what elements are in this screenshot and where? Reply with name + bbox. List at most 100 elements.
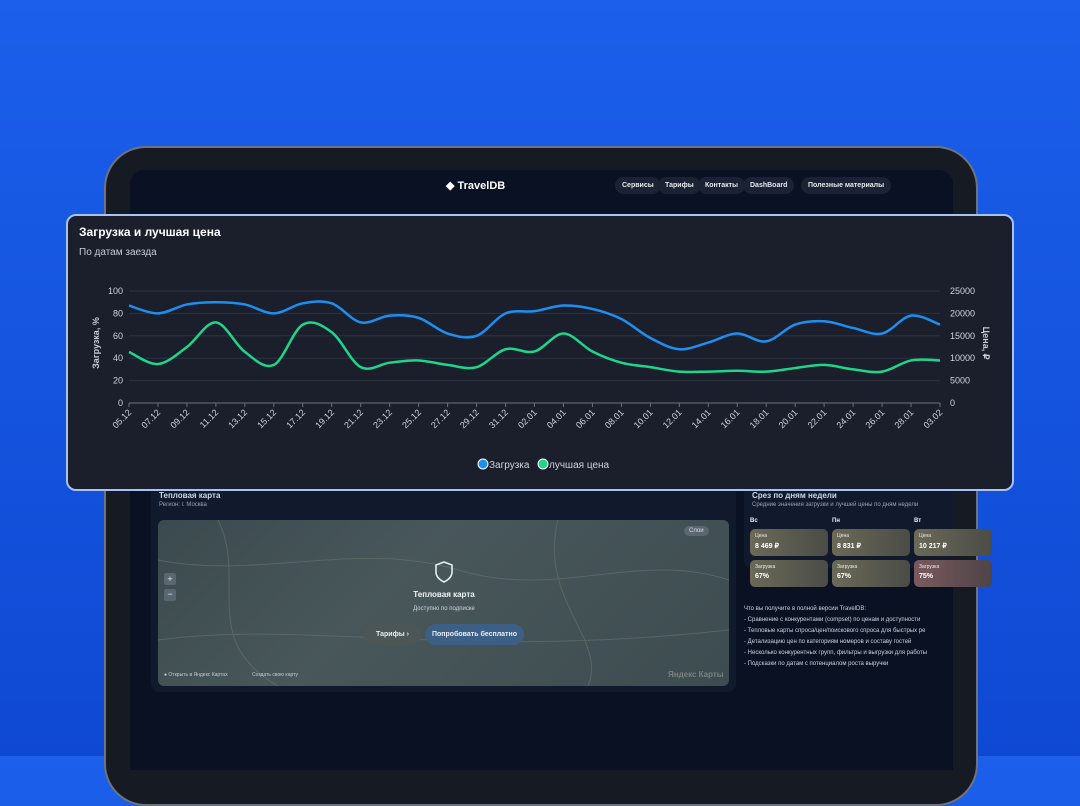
load-label: Загрузка	[919, 564, 940, 570]
shield-icon	[435, 561, 453, 583]
overlay-subtitle: Доступно по подписке	[413, 606, 475, 612]
x-tick-label: 03.02	[921, 407, 944, 430]
y-tick-label: 20	[113, 376, 123, 386]
feature-item: - Тепловые карты спроса/цен/поискового с…	[744, 628, 926, 634]
layers-button[interactable]: Слои	[684, 526, 709, 536]
y-axis-title: Загрузка, %	[91, 317, 101, 369]
y-tick-label: 40	[113, 353, 123, 363]
x-tick-label: 14.01	[690, 407, 713, 430]
map-brand: Яндекс Карты	[668, 670, 724, 679]
load-value: 67%	[837, 573, 852, 580]
legend-swatch	[537, 458, 549, 470]
logo-text: TravelDB	[457, 180, 506, 192]
x-tick-label: 10.01	[632, 407, 655, 430]
x-tick-label: 05.12	[110, 407, 133, 430]
weekday-card: Цена 10 217 ₽	[914, 529, 992, 556]
x-tick-label: 21.12	[342, 407, 365, 430]
load-label: Загрузка	[837, 564, 858, 570]
weekday-card: Цена 8 469 ₽	[750, 529, 828, 556]
legend-swatch	[477, 458, 489, 470]
x-tick-label: 31.12	[487, 407, 510, 430]
nav-item[interactable]: Тарифы	[658, 177, 701, 194]
legend-label: лучшая цена	[549, 460, 610, 471]
x-tick-label: 17.12	[284, 407, 307, 430]
feature-item: - Детализацию цен по категориям номеров …	[744, 639, 912, 645]
weekday-card: Цена 8 831 ₽	[832, 529, 910, 556]
x-tick-label: 19.12	[313, 407, 336, 430]
open-link-text: Открыть в Яндекс Картах	[168, 672, 228, 678]
feature-item: - Сравнение с конкурентами (compset) по …	[744, 617, 921, 623]
x-tick-label: 22.01	[806, 407, 829, 430]
chart: Загрузка и лучшая цена По датам заезда З…	[79, 225, 991, 471]
x-tick-label: 23.12	[371, 407, 394, 430]
x-tick-label: 04.01	[545, 407, 568, 430]
overlay-title: Тепловая карта	[413, 590, 475, 599]
feature-item: - Подсказки по датам с потенциалом роста…	[744, 661, 889, 667]
price-value: 10 217 ₽	[919, 543, 947, 550]
y2-tick-label: 10000	[950, 353, 975, 363]
weekday-label: Вт	[914, 518, 922, 524]
y-tick-label: 60	[113, 331, 123, 341]
weekday-card: Загрузка 67%	[750, 560, 828, 587]
x-tick-label: 18.01	[748, 407, 771, 430]
chart-title: Загрузка и лучшая цена	[79, 225, 221, 239]
open-link[interactable]: ● Открыть в Яндекс Картах	[164, 672, 228, 678]
load-label: Загрузка	[755, 564, 776, 570]
plans-text: Тарифы	[376, 631, 405, 638]
y2-axis-title: Цена, ₽	[981, 327, 991, 360]
price-value: 8 469 ₽	[755, 543, 779, 550]
x-tick-label: 02.01	[516, 407, 539, 430]
x-tick-label: 26.01	[863, 407, 886, 430]
load-value: 67%	[755, 573, 770, 580]
nav-item[interactable]: Сервисы	[615, 177, 661, 194]
price-value: 8 831 ₽	[837, 543, 861, 550]
x-tick-label: 09.12	[168, 407, 191, 430]
y2-tick-label: 5000	[950, 376, 970, 386]
price-label: Цена	[919, 533, 932, 539]
weekday-subtitle: Средние значения загрузки и лучшей цены …	[752, 502, 919, 508]
x-tick-label: 24.01	[835, 407, 858, 430]
heatmap-title: Тепловая карта	[159, 491, 221, 500]
series-line	[128, 321, 941, 374]
zoom-out[interactable]: −	[164, 589, 176, 601]
features-title: Что вы получите в полной версии TravelDB…	[744, 606, 867, 612]
zoom-in[interactable]: +	[164, 573, 176, 585]
y2-tick-label: 25000	[950, 286, 975, 296]
trial-button[interactable]: Попробовать бесплатно	[425, 624, 524, 645]
nav-item[interactable]: Контакты	[698, 177, 746, 194]
legend-label: Загрузка	[489, 460, 530, 471]
y-tick-label: 100	[108, 286, 123, 296]
map-roads	[158, 520, 729, 686]
create-link[interactable]: Создать свою карту	[252, 672, 299, 678]
x-tick-label: 27.12	[429, 407, 452, 430]
x-tick-label: 20.01	[777, 407, 800, 430]
nav-item[interactable]: Полезные материалы	[801, 177, 892, 194]
y-tick-label: 80	[113, 308, 123, 318]
feature-item: - Несколько конкурентных групп, фильтры …	[744, 650, 928, 656]
weekday-label: Вс	[750, 518, 758, 524]
x-tick-label: 13.12	[226, 407, 249, 430]
weekday-card: Загрузка 75%	[914, 560, 992, 587]
x-tick-label: 07.12	[139, 407, 162, 430]
y-tick-label: 0	[118, 398, 123, 408]
features: Что вы получите в полной версии TravelDB…	[744, 604, 953, 670]
x-tick-label: 06.01	[574, 407, 597, 430]
plans-button[interactable]: Тарифы ›	[364, 624, 421, 645]
x-tick-label: 16.01	[719, 407, 742, 430]
chart-subtitle: По датам заезда	[79, 247, 157, 258]
map[interactable]	[158, 520, 729, 686]
price-label: Цена	[755, 533, 768, 539]
heatmap-region: Регион: г. Москва	[159, 502, 207, 508]
price-label: Цена	[837, 533, 850, 539]
x-tick-label: 29.12	[458, 407, 481, 430]
logo[interactable]: ◆ TravelDB	[446, 180, 506, 192]
load-value: 75%	[919, 573, 934, 580]
y2-tick-label: 15000	[950, 331, 975, 341]
y2-tick-label: 0	[950, 398, 955, 408]
nav-item[interactable]: DashBoard	[743, 177, 795, 194]
weekday-card: Загрузка 67%	[832, 560, 910, 587]
y2-tick-label: 20000	[950, 308, 975, 318]
x-tick-label: 08.01	[603, 407, 626, 430]
series-line	[128, 300, 941, 351]
